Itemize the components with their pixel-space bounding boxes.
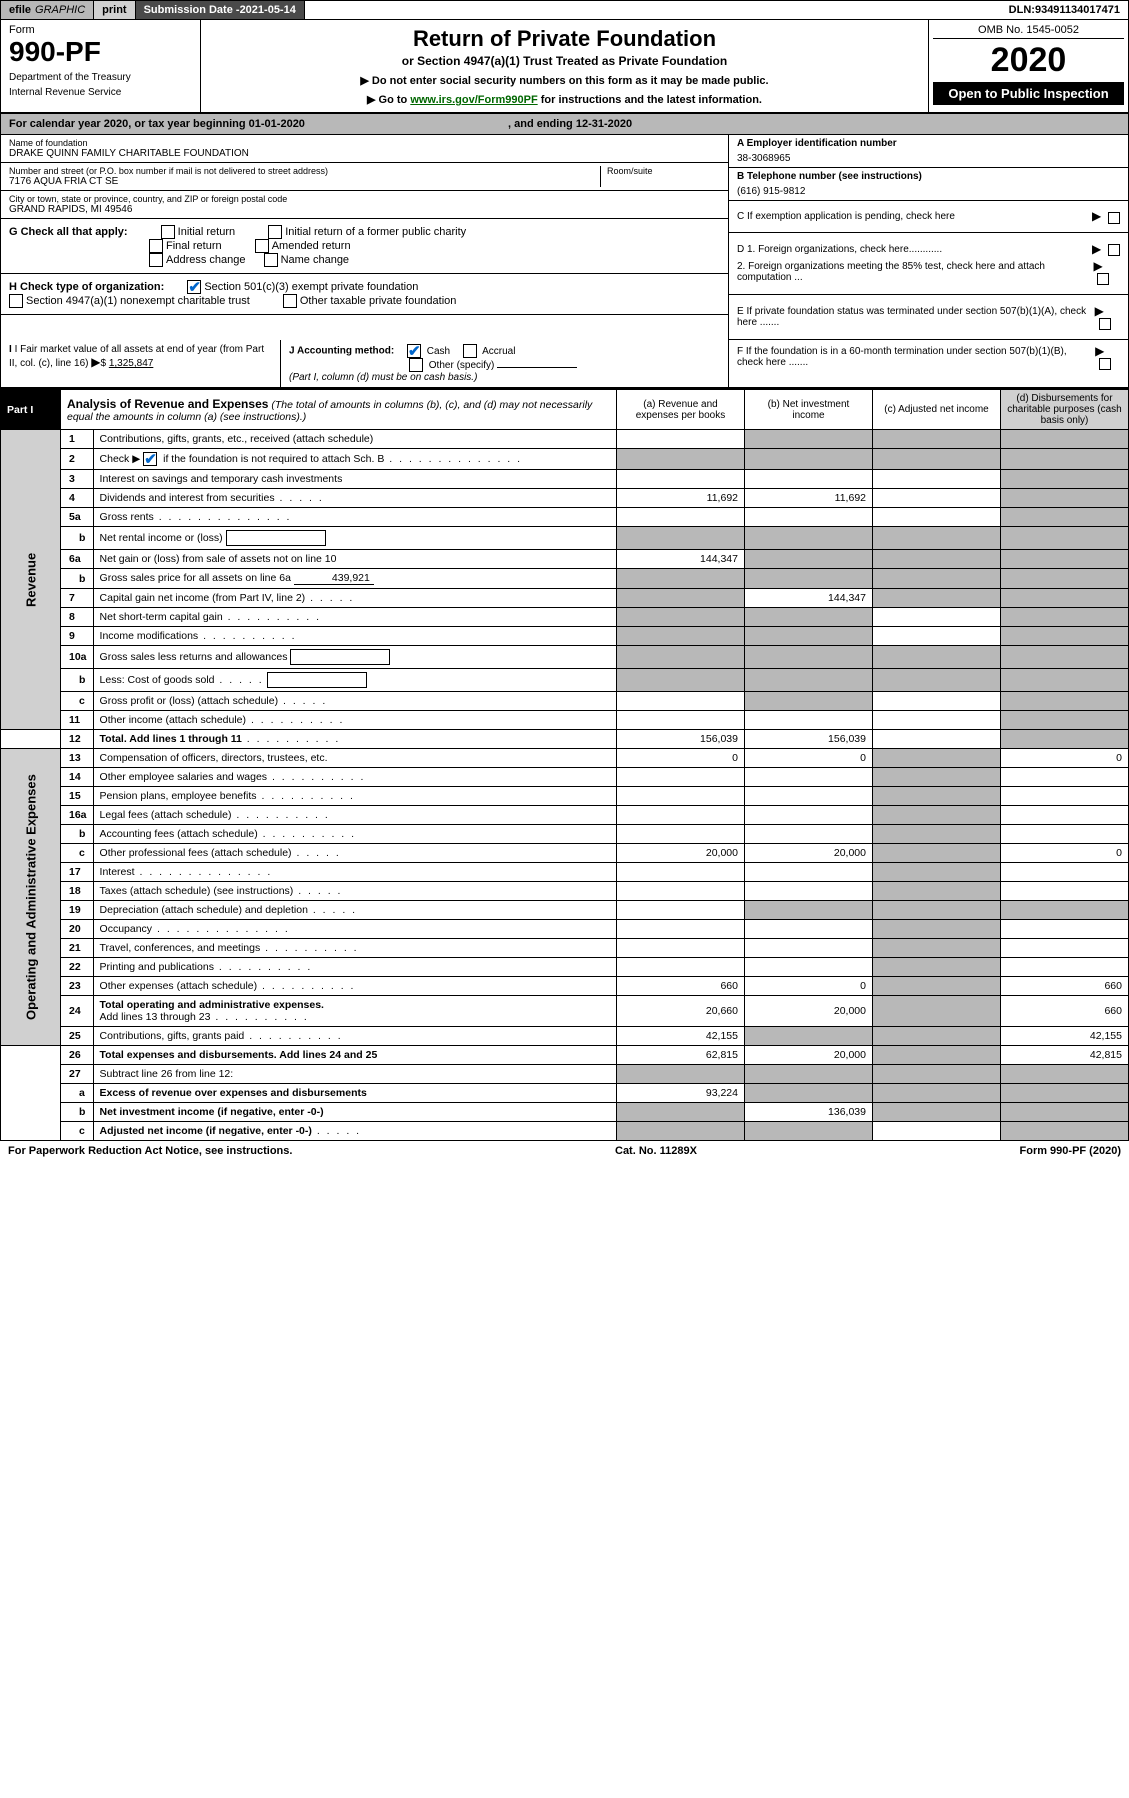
header-right: OMB No. 1545-0052 2020 Open to Public In… <box>928 20 1128 112</box>
checkbox-accrual[interactable] <box>463 344 477 358</box>
dept-treasury: Department of the Treasury <box>9 72 192 83</box>
checkbox-final[interactable] <box>149 239 163 253</box>
checkbox-e[interactable] <box>1099 318 1111 330</box>
revenue-side-label: Revenue <box>1 430 61 730</box>
graphic-label: GRAPHIC <box>35 4 85 16</box>
checkbox-pending[interactable] <box>1108 212 1120 224</box>
topbar: efileGRAPHIC print Submission Date - 202… <box>0 0 1129 20</box>
checkbox-f[interactable] <box>1099 358 1111 370</box>
info-right: A Employer identification number 38-3068… <box>728 135 1128 340</box>
col-c-header: (c) Adjusted net income <box>873 390 1001 430</box>
ein: 38-3068965 <box>737 153 1120 164</box>
form-footer: Form 990-PF (2020) <box>1020 1145 1121 1157</box>
footer: For Paperwork Reduction Act Notice, see … <box>0 1141 1129 1161</box>
checkbox-d2[interactable] <box>1097 273 1109 285</box>
foundation-name-row: Name of foundation DRAKE QUINN FAMILY CH… <box>1 135 728 163</box>
room-label: Room/suite <box>607 166 720 176</box>
omb-number: OMB No. 1545-0052 <box>933 24 1124 39</box>
ein-row: A Employer identification number 38-3068… <box>729 135 1128 168</box>
cat-no: Cat. No. 11289X <box>615 1145 697 1157</box>
checkbox-initial-former[interactable] <box>268 225 282 239</box>
print-button[interactable]: print <box>94 1 135 19</box>
col-b-header: (b) Net investment income <box>745 390 873 430</box>
checkbox-name-change[interactable] <box>264 253 278 267</box>
info-left: Name of foundation DRAKE QUINN FAMILY CH… <box>1 135 728 340</box>
address-row: Number and street (or P.O. box number if… <box>1 163 728 191</box>
city-row: City or town, state or province, country… <box>1 191 728 219</box>
section-J: J Accounting method: Cash Accrual Other … <box>281 340 728 387</box>
open-public: Open to Public Inspection <box>933 82 1124 105</box>
checkbox-schb[interactable] <box>143 452 157 466</box>
checkbox-d1[interactable] <box>1108 244 1120 256</box>
form-header: Form 990-PF Department of the Treasury I… <box>0 20 1129 114</box>
checkbox-amended[interactable] <box>255 239 269 253</box>
section-E: E If private foundation status was termi… <box>729 295 1128 340</box>
checkbox-initial[interactable] <box>161 225 175 239</box>
street-address: 7176 AQUA FRIA CT SE <box>9 176 600 187</box>
header-left: Form 990-PF Department of the Treasury I… <box>1 20 201 112</box>
checkbox-cash[interactable] <box>407 344 421 358</box>
line6b-value: 439,921 <box>294 572 374 585</box>
instr-link: ▶ Go to www.irs.gov/Form990PF for instru… <box>211 93 918 106</box>
irs-link[interactable]: www.irs.gov/Form990PF <box>410 94 537 106</box>
calendar-year-row: For calendar year 2020, or tax year begi… <box>0 114 1129 135</box>
checkbox-addr-change[interactable] <box>149 253 163 267</box>
dept-irs: Internal Revenue Service <box>9 87 192 98</box>
checkbox-other-taxable[interactable] <box>283 294 297 308</box>
phone: (616) 915-9812 <box>737 186 1120 197</box>
submission-date: Submission Date - 2021-05-14 <box>136 1 305 19</box>
phone-row: B Telephone number (see instructions) (6… <box>729 168 1128 201</box>
header-center: Return of Private Foundation or Section … <box>201 20 928 112</box>
tax-year: 2020 <box>933 39 1124 82</box>
form-title: Return of Private Foundation <box>211 26 918 52</box>
form-number: 990-PF <box>9 36 192 68</box>
checkbox-4947[interactable] <box>9 294 23 308</box>
opex-side-label: Operating and Administrative Expenses <box>1 749 61 1046</box>
fmv-value: 1,325,847 <box>109 358 154 369</box>
col-a-header: (a) Revenue and expenses per books <box>617 390 745 430</box>
part1-table: Part I Analysis of Revenue and Expenses … <box>0 389 1129 1141</box>
foundation-name: DRAKE QUINN FAMILY CHARITABLE FOUNDATION <box>9 148 720 159</box>
section-I: I I Fair market value of all assets at e… <box>1 340 281 387</box>
checkbox-501c3[interactable] <box>187 280 201 294</box>
efile-label: efileGRAPHIC <box>1 1 94 19</box>
col-d-header: (d) Disbursements for charitable purpose… <box>1001 390 1129 430</box>
dln: DLN: 93491134017471 <box>1001 1 1128 19</box>
form-label: Form <box>9 24 192 36</box>
section-D: D 1. Foreign organizations, check here..… <box>729 233 1128 295</box>
instr-ssn: ▶ Do not enter social security numbers o… <box>211 74 918 87</box>
city-state-zip: GRAND RAPIDS, MI 49546 <box>9 204 720 215</box>
part1-title: Analysis of Revenue and Expenses (The to… <box>61 390 617 430</box>
fmv-row: I I Fair market value of all assets at e… <box>0 340 1129 389</box>
section-H: H Check type of organization: Section 50… <box>1 274 728 315</box>
info-grid: Name of foundation DRAKE QUINN FAMILY CH… <box>0 135 1129 340</box>
section-G: G Check all that apply: Initial return I… <box>1 219 728 274</box>
checkbox-other-specify[interactable] <box>409 358 423 372</box>
paperwork-notice: For Paperwork Reduction Act Notice, see … <box>8 1145 292 1157</box>
pending-row: C If exemption application is pending, c… <box>729 201 1128 233</box>
part1-label: Part I <box>1 390 61 430</box>
form-subtitle: or Section 4947(a)(1) Trust Treated as P… <box>211 54 918 68</box>
section-F: F If the foundation is in a 60-month ter… <box>728 340 1128 387</box>
